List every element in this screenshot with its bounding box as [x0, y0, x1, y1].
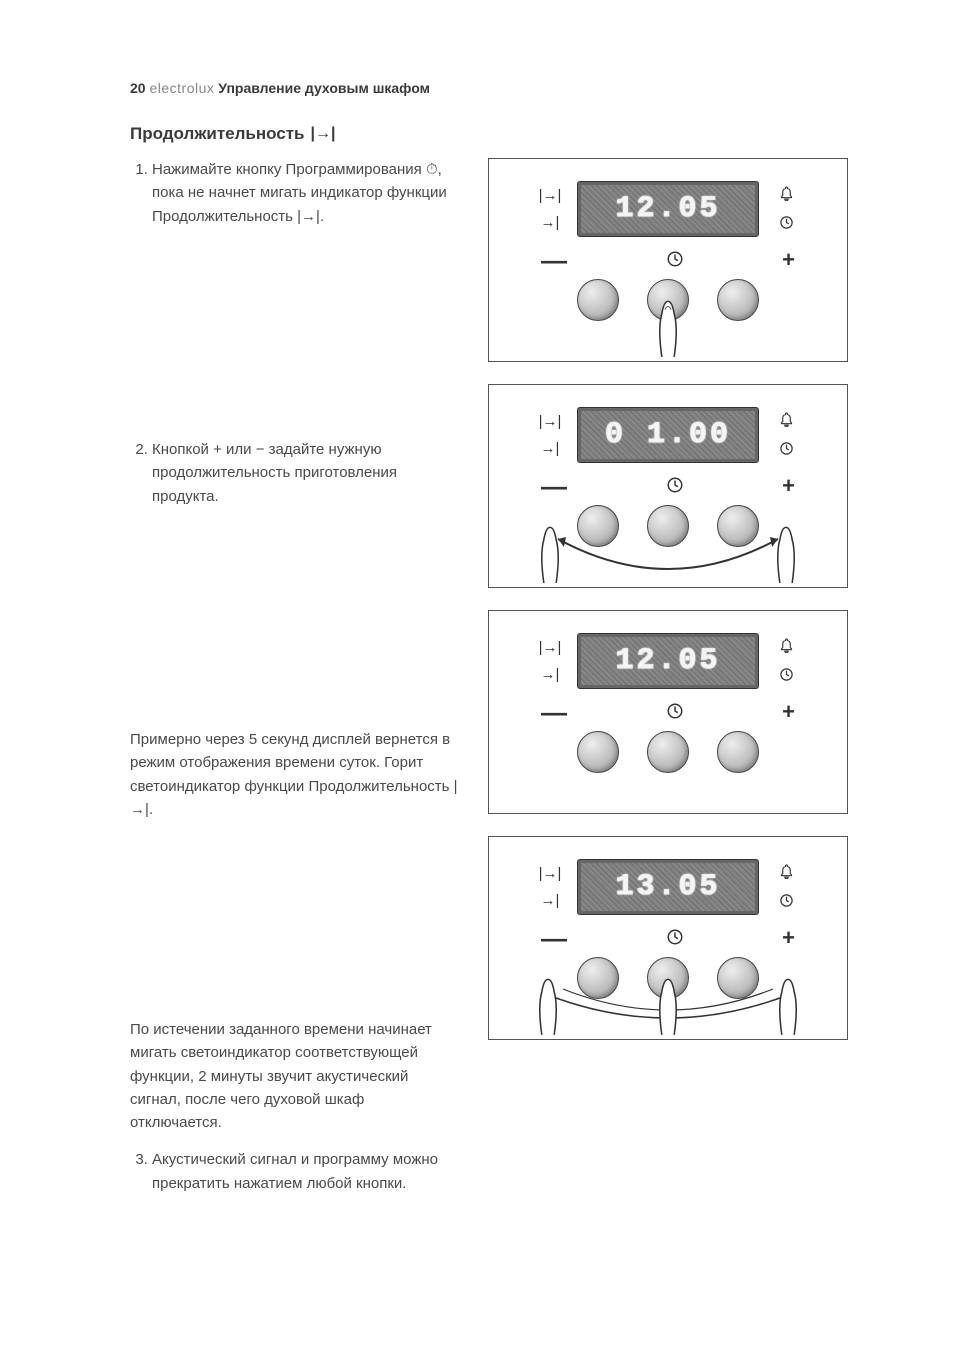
duration-bounded-arrow-icon: |→|	[539, 187, 562, 204]
final-block: По истечении заданного времени начинает …	[130, 1018, 460, 1195]
plus-icon: +	[782, 247, 795, 273]
panel4-display-row: |→| →| 13.05	[507, 859, 829, 915]
panel1-left-icons: |→| →|	[537, 187, 563, 231]
section-title-text: Продолжительность	[130, 124, 305, 144]
step-2: Кнопкой + или − задайте нужную продолжит…	[152, 438, 460, 508]
control-panel-figure-3: |→| →| 12.05 — +	[488, 610, 848, 814]
finger-press-icon	[767, 965, 809, 1037]
panel4-symbol-row: — +	[541, 925, 795, 951]
text-column: Нажимайте кнопку Программирования ⏱, пок…	[130, 158, 460, 1225]
panel2-btn-right	[717, 505, 759, 547]
duration-bounded-arrow-icon: |→|	[539, 413, 562, 430]
step-2-block: Кнопкой + или − задайте нужную продолжит…	[130, 438, 460, 698]
panel2-buttons	[507, 505, 829, 575]
step-list-1: Нажимайте кнопку Программирования ⏱, пок…	[130, 158, 460, 228]
panel4-right-icons	[773, 864, 799, 910]
clock-icon	[779, 893, 794, 910]
brand-name: electrolux	[149, 80, 214, 96]
panel2-display-row: |→| →| 0 1.00	[507, 407, 829, 463]
plus-icon: +	[782, 925, 795, 951]
panel3-right-icons	[773, 638, 799, 684]
page-header: 20 electrolux Управление духовым шкафом	[130, 80, 864, 96]
panel4-btn-left	[577, 957, 619, 999]
clock-icon	[666, 250, 684, 271]
finger-press-icon	[527, 965, 569, 1037]
panel3-btn-left	[577, 731, 619, 773]
panel2-symbol-row: — +	[541, 473, 795, 499]
panel1-right-icons	[773, 186, 799, 232]
finger-press-right-icon	[765, 513, 807, 585]
end-arrow-icon: →|	[541, 214, 560, 231]
panel1-display: 12.05	[577, 181, 759, 237]
panel1-buttons	[507, 279, 829, 349]
panel2-display: 0 1.00	[577, 407, 759, 463]
figure-column: |→| →| 12.05 — +	[488, 158, 848, 1225]
duration-bounded-arrow-icon: |→|	[311, 125, 336, 143]
panel1-btn-left	[577, 279, 619, 321]
panel2-btn-left	[577, 505, 619, 547]
panel4-display: 13.05	[577, 859, 759, 915]
finger-press-left-icon	[529, 513, 571, 585]
paragraph-elapsed: По истечении заданного времени начинает …	[130, 1018, 460, 1134]
paragraph-after-5s: Примерно через 5 секунд дисплей вернется…	[130, 728, 460, 821]
minus-icon: —	[541, 933, 567, 943]
end-arrow-icon: →|	[541, 440, 560, 457]
control-panel-figure-1: |→| →| 12.05 — +	[488, 158, 848, 362]
clock-icon	[666, 476, 684, 497]
bell-icon	[779, 638, 794, 657]
bell-icon	[779, 864, 794, 883]
finger-press-icon	[647, 965, 689, 1037]
para-5s-block: Примерно через 5 секунд дисплей вернется…	[130, 728, 460, 988]
clock-icon	[666, 702, 684, 723]
panel3-time: 12.05	[615, 644, 720, 678]
panel2-btn-center	[647, 505, 689, 547]
panel4-time: 13.05	[615, 870, 720, 904]
step-1-block: Нажимайте кнопку Программирования ⏱, пок…	[130, 158, 460, 408]
clock-icon	[666, 928, 684, 949]
clock-icon	[779, 215, 794, 232]
panel3-left-icons: |→| →|	[537, 639, 563, 683]
panel4-buttons	[507, 957, 829, 1027]
end-arrow-icon: →|	[541, 892, 560, 909]
panel2-time: 0 1.00	[605, 418, 731, 452]
header-section: Управление духовым шкафом	[218, 80, 430, 96]
panel3-display-row: |→| →| 12.05	[507, 633, 829, 689]
panel3-display: 12.05	[577, 633, 759, 689]
page: 20 electrolux Управление духовым шкафом …	[0, 0, 954, 1345]
panel3-btn-right	[717, 731, 759, 773]
duration-bounded-arrow-icon: |→|	[539, 865, 562, 882]
step-1: Нажимайте кнопку Программирования ⏱, пок…	[152, 158, 460, 228]
panel3-buttons	[507, 731, 829, 801]
panel2-left-icons: |→| →|	[537, 413, 563, 457]
panel3-symbol-row: — +	[541, 699, 795, 725]
finger-press-icon	[647, 287, 689, 359]
step-3: Акустический сигнал и программу можно пр…	[152, 1148, 460, 1195]
panel1-btn-right	[717, 279, 759, 321]
panel3-btn-center	[647, 731, 689, 773]
section-title: Продолжительность |→|	[130, 124, 864, 144]
bell-icon	[779, 412, 794, 431]
panel2-right-icons	[773, 412, 799, 458]
plus-icon: +	[782, 473, 795, 499]
clock-icon	[779, 441, 794, 458]
minus-icon: —	[541, 255, 567, 265]
end-arrow-icon: →|	[541, 666, 560, 683]
control-panel-figure-4: |→| →| 13.05 — +	[488, 836, 848, 1040]
bell-icon	[779, 186, 794, 205]
two-column-layout: Нажимайте кнопку Программирования ⏱, пок…	[130, 158, 864, 1225]
panel1-time: 12.05	[615, 192, 720, 226]
control-panel-figure-2: |→| →| 0 1.00 — +	[488, 384, 848, 588]
panel4-left-icons: |→| →|	[537, 865, 563, 909]
clock-icon	[779, 667, 794, 684]
panel1-symbol-row: — +	[541, 247, 795, 273]
page-number: 20	[130, 80, 146, 96]
step-list-3: Акустический сигнал и программу можно пр…	[130, 1148, 460, 1195]
panel1-display-row: |→| →| 12.05	[507, 181, 829, 237]
plus-icon: +	[782, 699, 795, 725]
minus-icon: —	[541, 707, 567, 717]
duration-bounded-arrow-icon: |→|	[539, 639, 562, 656]
panel4-btn-right	[717, 957, 759, 999]
step-list-2: Кнопкой + или − задайте нужную продолжит…	[130, 438, 460, 508]
minus-icon: —	[541, 481, 567, 491]
